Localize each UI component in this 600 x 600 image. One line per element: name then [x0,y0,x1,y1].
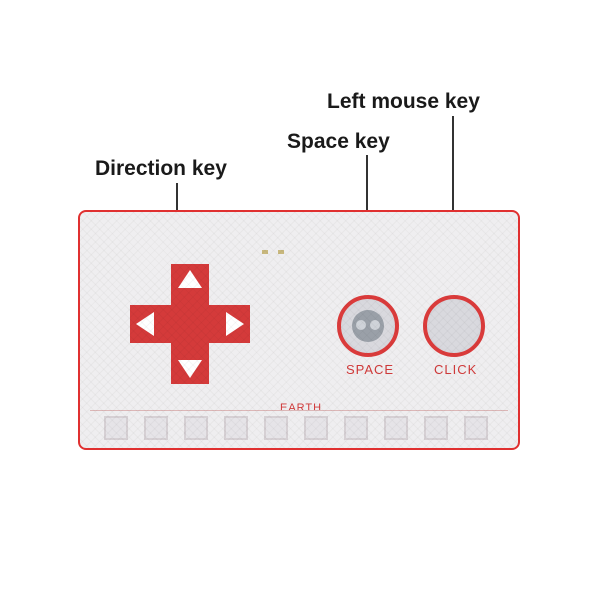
space-dot-1-icon [356,320,366,330]
click-button-label: CLICK [434,362,477,377]
arrow-down-icon [178,360,202,378]
contact-pad [184,416,208,440]
contact-pad [144,416,168,440]
contact-pad [344,416,368,440]
space-dot-2-icon [370,320,380,330]
space-button-label: SPACE [346,362,394,377]
contact-pad [224,416,248,440]
contact-pad [384,416,408,440]
arrow-left-icon [136,312,154,336]
contact-pad [464,416,488,440]
contact-pad [304,416,328,440]
led-2 [278,250,284,254]
divider [90,410,508,411]
contact-pad [104,416,128,440]
earth-label: EARTH [280,402,322,414]
controller-board: SPACE CLICK EARTH [78,210,520,450]
contact-pad [424,416,448,440]
label-direction-key: Direction key [95,157,227,181]
led-1 [262,250,268,254]
dpad[interactable] [130,264,250,384]
contact-pad [264,416,288,440]
space-button[interactable] [337,295,399,357]
arrow-up-icon [178,270,202,288]
arrow-right-icon [226,312,244,336]
label-left-mouse-key: Left mouse key [327,90,480,114]
label-space-key: Space key [287,130,390,154]
contact-pad-row [104,416,488,440]
click-button[interactable] [423,295,485,357]
